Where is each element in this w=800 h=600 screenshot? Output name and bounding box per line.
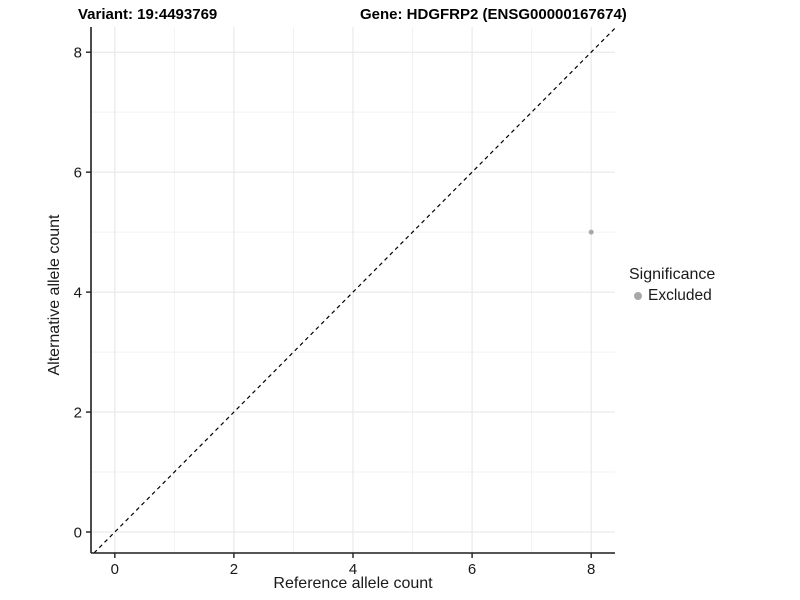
legend-title: Significance	[629, 266, 716, 283]
y-tick-label: 2	[74, 405, 82, 422]
y-tick-label: 6	[74, 165, 82, 182]
y-axis-title: Alternative allele count	[46, 214, 63, 376]
legend-item-excluded: Excluded	[629, 287, 715, 305]
y-tick-label: 8	[74, 45, 82, 62]
x-tick-label: 6	[468, 561, 476, 578]
data-point	[588, 229, 594, 235]
plot-title-gene: Gene: HDGFRP2 (ENSG00000167674)	[360, 6, 627, 23]
x-axis-title: Reference allele count	[273, 575, 433, 592]
legend-key-dot	[634, 292, 642, 300]
y-tick-label: 4	[74, 285, 82, 302]
legend-item-label: Excluded	[648, 287, 712, 304]
x-tick-label: 4	[349, 561, 357, 578]
x-tick-label: 0	[111, 561, 119, 578]
y-tick-label: 0	[74, 525, 82, 542]
identity-dashed-line	[93, 27, 616, 554]
plot-title-variant: Variant: 19:4493769	[78, 6, 218, 23]
legend: Significance Excluded	[629, 266, 715, 305]
x-tick-label: 8	[587, 561, 595, 578]
x-tick-label: 2	[230, 561, 238, 578]
